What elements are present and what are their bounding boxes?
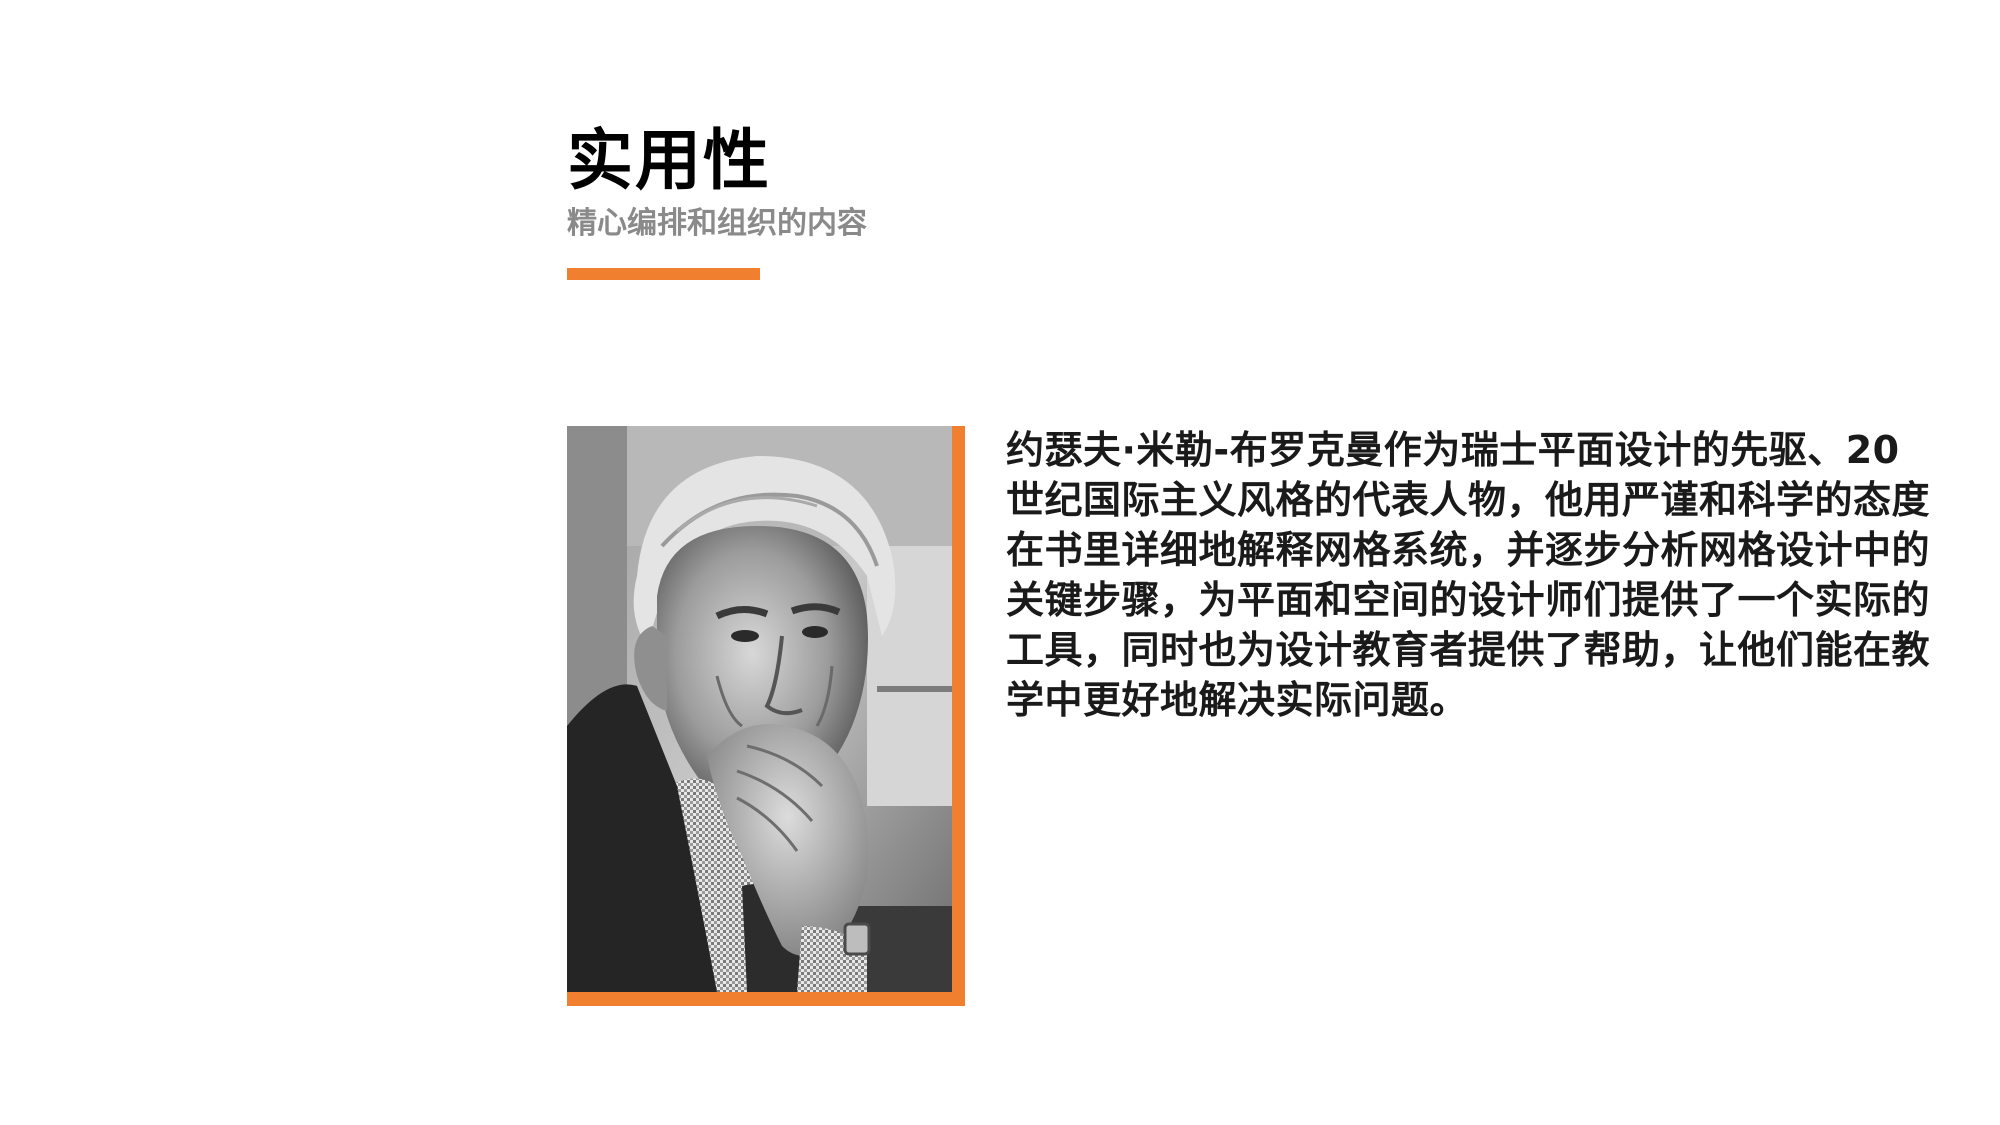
page-subtitle: 精心编排和组织的内容 xyxy=(567,206,867,241)
page-title: 实用性 xyxy=(567,122,771,199)
portrait-photo-icon xyxy=(567,426,952,992)
accent-underline xyxy=(567,268,760,280)
portrait-illustration xyxy=(567,426,952,992)
body-paragraph: 约瑟夫·米勒-布罗克曼作为瑞士平面设计的先驱、20世纪国际主义风格的代表人物，他… xyxy=(1006,428,1931,722)
portrait-frame xyxy=(567,426,965,1006)
